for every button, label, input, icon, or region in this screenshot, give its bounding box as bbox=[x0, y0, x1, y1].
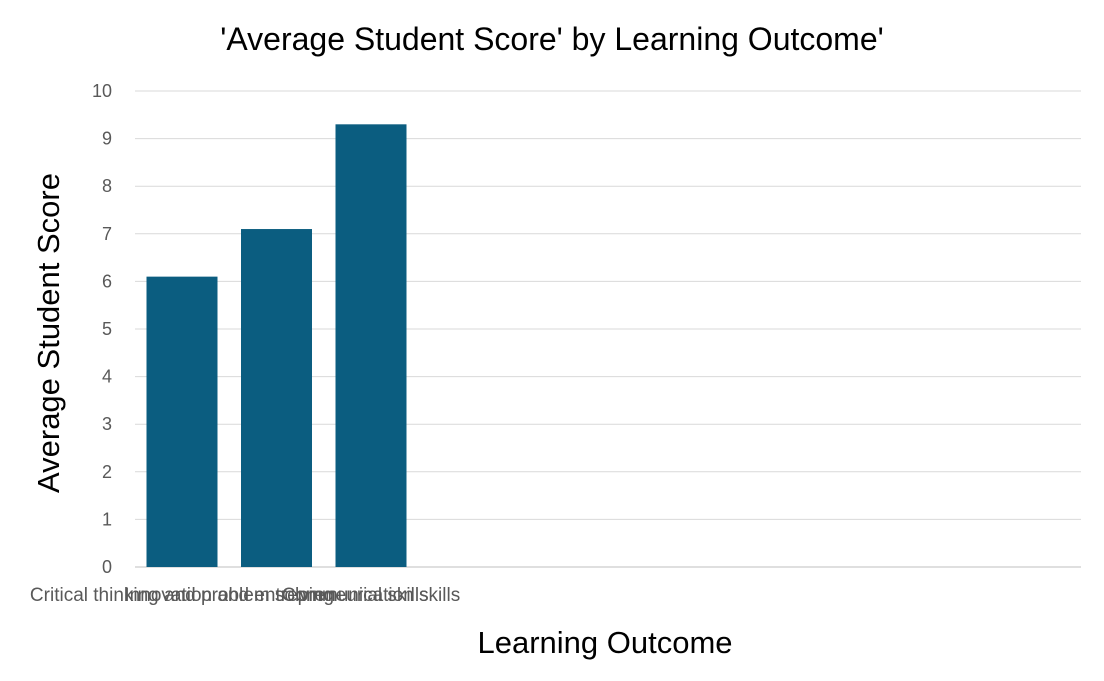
x-tick-labels: Critical thinking and problem solvingInn… bbox=[30, 585, 460, 606]
y-tick-label: 4 bbox=[102, 367, 112, 387]
y-tick-label: 10 bbox=[92, 81, 112, 101]
chart-title: 'Average Student Score' by Learning Outc… bbox=[220, 21, 883, 57]
y-tick-labels: 0 1 2 3 4 5 6 7 8 9 10 bbox=[92, 81, 112, 577]
x-tick-label: Communication skills bbox=[282, 585, 460, 606]
y-tick-label: 1 bbox=[102, 509, 112, 529]
y-tick-label: 2 bbox=[102, 462, 112, 482]
y-axis-title: Average Student Score bbox=[31, 173, 66, 493]
y-tick-label: 5 bbox=[102, 319, 112, 339]
y-tick-label: 9 bbox=[102, 129, 112, 149]
y-tick-label: 7 bbox=[102, 224, 112, 244]
y-tick-label: 8 bbox=[102, 176, 112, 196]
bar bbox=[146, 276, 218, 567]
y-tick-label: 0 bbox=[102, 557, 112, 577]
bar bbox=[241, 229, 312, 568]
x-tick-label: Innovation and entrepreneurial skills bbox=[124, 585, 428, 606]
x-axis-title: Learning Outcome bbox=[477, 625, 732, 660]
bar bbox=[335, 124, 407, 567]
y-tick-label: 3 bbox=[102, 414, 112, 434]
bars bbox=[146, 124, 407, 568]
x-tick-label: Critical thinking and problem solving bbox=[30, 585, 334, 606]
y-tick-label: 6 bbox=[102, 271, 112, 291]
